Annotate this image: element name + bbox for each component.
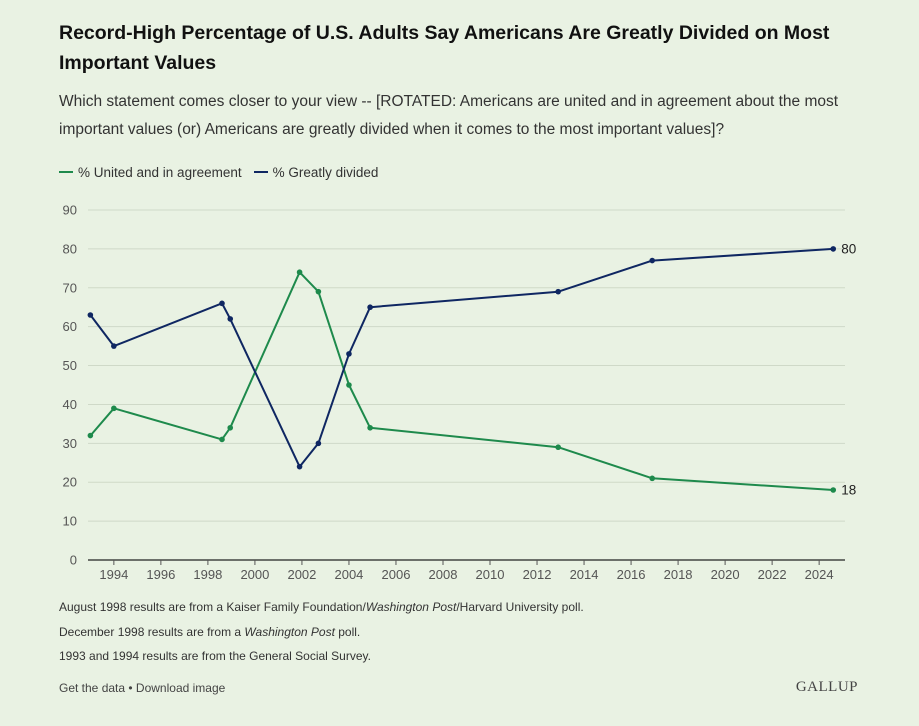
legend-swatch-united xyxy=(59,171,73,173)
point-divided-2 xyxy=(219,300,225,307)
end-label-united: 18 xyxy=(841,483,856,498)
legend-label-united: % United and in agreement xyxy=(78,164,242,180)
point-united-1 xyxy=(111,405,117,412)
end-label-divided: 80 xyxy=(841,241,856,256)
footnote-kaiser-part3: /Harvard University poll. xyxy=(456,600,584,614)
y-tick-label-10: 10 xyxy=(63,514,77,529)
point-united-8 xyxy=(555,444,561,451)
y-tick-label-90: 90 xyxy=(63,203,77,218)
legend-swatch-divided xyxy=(253,171,268,173)
legend-item-united[interactable]: % United and in agreement xyxy=(59,165,242,180)
point-united-2 xyxy=(219,436,225,443)
point-united-5 xyxy=(315,288,322,295)
x-tick-label-2016: 2016 xyxy=(617,567,646,582)
x-tick-label-1994: 1994 xyxy=(99,567,128,582)
x-tick-label-2024: 2024 xyxy=(805,567,834,582)
footnote-wapo-part3: poll. xyxy=(334,625,361,639)
footnote-gss: 1993 and 1994 results are from the Gener… xyxy=(59,648,371,664)
footnote-wapo-part1: December 1998 results are from a xyxy=(59,625,245,639)
chart-subtitle: Which statement comes closer to your vie… xyxy=(59,93,839,138)
footer-links: Get the data • Download image xyxy=(59,681,225,695)
x-tick-label-2014: 2014 xyxy=(570,567,599,582)
y-tick-label-40: 40 xyxy=(63,397,77,412)
point-divided-1 xyxy=(111,343,117,349)
legend-label-divided: % Greatly divided xyxy=(272,164,379,180)
point-divided-5 xyxy=(315,440,322,447)
x-tick-label-2004: 2004 xyxy=(334,567,363,582)
point-united-6 xyxy=(346,382,352,388)
footer-separator: • xyxy=(125,681,136,695)
series-line-united xyxy=(89,271,834,491)
point-united-9 xyxy=(649,475,656,482)
point-divided-8 xyxy=(555,288,561,295)
legend-item-divided[interactable]: % Greatly divided xyxy=(253,164,379,180)
line-chart: 0 10 20 30 40 50 60 70 80 90 1994 1996 1998 2000 2002 2… xyxy=(63,203,857,583)
chart-title: Record-High Percentage of U.S. Adults Sa… xyxy=(59,22,830,74)
x-tick-label-2018: 2018 xyxy=(664,567,693,582)
y-tick-label-20: 20 xyxy=(63,475,77,490)
point-divided-6 xyxy=(346,351,352,357)
footnote-kaiser-part1: August 1998 results are from a Kaiser Fa… xyxy=(59,600,366,614)
footnote-gss-text: 1993 and 1994 results are from the Gener… xyxy=(59,649,371,663)
y-tick-label-30: 30 xyxy=(63,436,77,451)
y-tick-label-80: 80 xyxy=(63,241,77,256)
point-divided-9 xyxy=(649,257,656,264)
x-tick-label-2006: 2006 xyxy=(382,567,411,582)
point-united-4 xyxy=(296,269,303,276)
download-image-link[interactable]: Download image xyxy=(135,681,226,695)
gallup-logo: GALLUP xyxy=(795,679,858,695)
x-tick-label-2012: 2012 xyxy=(523,567,552,582)
y-tick-label-60: 60 xyxy=(63,319,77,334)
x-tick-label-2000: 2000 xyxy=(240,567,269,582)
x-tick-label-1996: 1996 xyxy=(146,567,175,582)
point-divided-0 xyxy=(87,312,94,318)
y-tick-label-50: 50 xyxy=(63,358,77,373)
get-data-link[interactable]: Get the data xyxy=(59,681,126,695)
x-tick-label-2022: 2022 xyxy=(758,567,787,582)
legend: % United and in agreement % Greatly divi… xyxy=(59,163,378,181)
y-tick-label-70: 70 xyxy=(63,280,77,295)
x-tick-label-2008: 2008 xyxy=(429,567,458,582)
point-divided-10 xyxy=(830,246,837,252)
footnote-wapo-italic: Washington Post xyxy=(244,625,335,639)
y-tick-label-0: 0 xyxy=(70,553,77,568)
x-tick-label-2020: 2020 xyxy=(711,567,740,582)
x-tick-label-2002: 2002 xyxy=(287,567,316,582)
x-tick-label-1998: 1998 xyxy=(193,567,222,582)
point-united-7 xyxy=(367,424,373,431)
footnote-kaiser: August 1998 results are from a Kaiser Fa… xyxy=(59,599,584,615)
point-united-10 xyxy=(830,487,837,493)
point-divided-3 xyxy=(227,316,234,322)
point-united-0 xyxy=(87,432,94,439)
footnote-kaiser-italic: Washington Post xyxy=(365,600,457,614)
x-tick-label-2010: 2010 xyxy=(476,567,505,582)
point-divided-7 xyxy=(367,304,373,311)
point-divided-4 xyxy=(296,463,303,470)
point-united-3 xyxy=(227,424,234,431)
footnote-wapo: December 1998 results are from a Washing… xyxy=(59,624,360,640)
